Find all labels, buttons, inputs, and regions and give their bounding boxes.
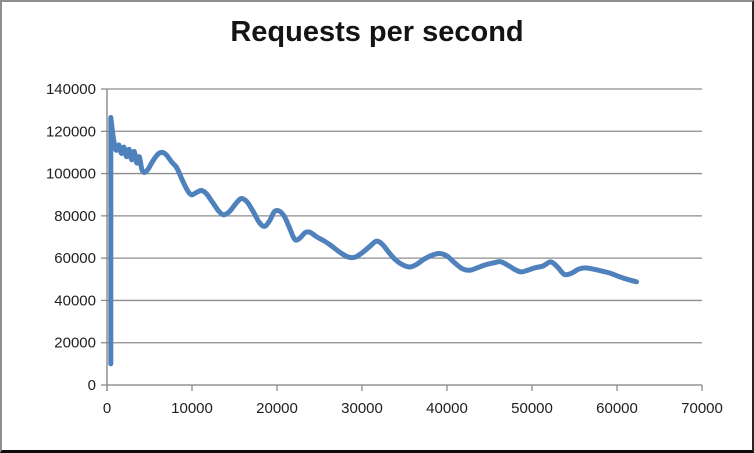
x-tick-label: 0	[103, 400, 111, 417]
y-tick-label: 60000	[54, 250, 96, 267]
y-tick-label: 20000	[54, 335, 96, 352]
y-tick-label: 100000	[46, 166, 96, 183]
y-tick-label: 120000	[46, 123, 96, 140]
x-tick-label: 10000	[171, 400, 213, 417]
x-tick-label: 50000	[511, 400, 553, 417]
x-tick-label: 40000	[426, 400, 468, 417]
y-tick-label: 80000	[54, 208, 96, 225]
series-line	[108, 115, 639, 367]
x-tick-label: 20000	[256, 400, 298, 417]
y-tick-label: 140000	[46, 81, 96, 98]
y-tick-label: 40000	[54, 292, 96, 309]
x-tick-label: 30000	[341, 400, 383, 417]
y-tick-label: 0	[88, 377, 96, 394]
x-tick-label: 70000	[681, 400, 723, 417]
x-tick-label: 60000	[596, 400, 638, 417]
chart-title: Requests per second	[230, 16, 524, 48]
